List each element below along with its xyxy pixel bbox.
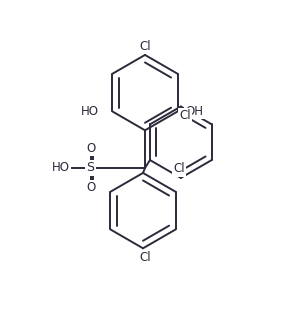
Text: O: O [86,142,95,155]
Text: Cl: Cl [139,251,151,264]
Text: S: S [86,161,95,175]
Text: HO: HO [52,161,70,175]
Text: Cl: Cl [179,109,191,122]
Text: OH: OH [186,105,204,118]
Text: Cl: Cl [139,40,151,52]
Text: O: O [86,181,95,194]
Text: Cl: Cl [173,162,185,176]
Text: HO: HO [81,105,99,118]
